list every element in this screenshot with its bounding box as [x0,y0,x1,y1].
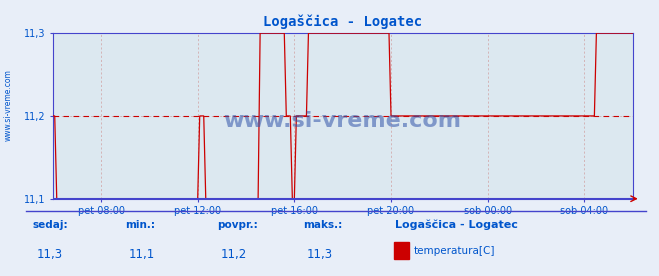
Text: 11,2: 11,2 [221,248,247,261]
Text: 11,3: 11,3 [306,248,333,261]
Text: www.si-vreme.com: www.si-vreme.com [223,111,462,131]
Text: maks.:: maks.: [303,220,343,230]
Text: povpr.:: povpr.: [217,220,258,230]
Title: Logaščica - Logatec: Logaščica - Logatec [263,15,422,29]
Text: 11,1: 11,1 [129,248,155,261]
Text: Logaščica - Logatec: Logaščica - Logatec [395,219,518,230]
Text: min.:: min.: [125,220,156,230]
Text: sedaj:: sedaj: [33,220,69,230]
Text: www.si-vreme.com: www.si-vreme.com [3,69,13,141]
Text: 11,3: 11,3 [36,248,63,261]
Text: temperatura[C]: temperatura[C] [414,246,496,256]
